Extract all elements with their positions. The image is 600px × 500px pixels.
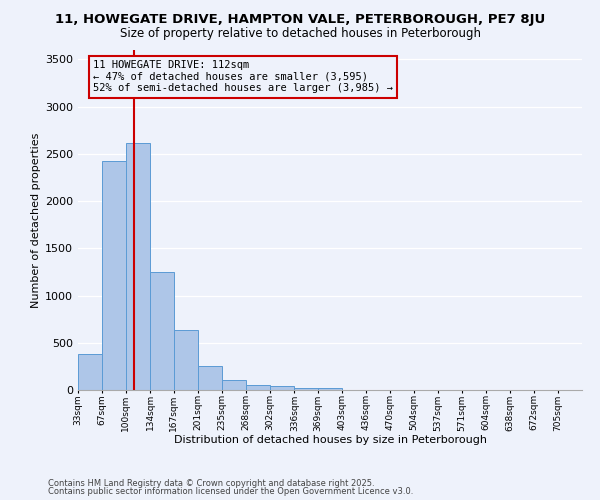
Bar [78, 354, 102, 390]
Bar [126, 142, 150, 390]
Bar [246, 385, 270, 390]
Y-axis label: Number of detached properties: Number of detached properties [31, 132, 41, 308]
Bar [222, 380, 247, 390]
Bar [318, 388, 342, 390]
Text: 11, HOWEGATE DRIVE, HAMPTON VALE, PETERBOROUGH, PE7 8JU: 11, HOWEGATE DRIVE, HAMPTON VALE, PETERB… [55, 12, 545, 26]
Bar [295, 388, 319, 390]
Bar [198, 366, 222, 390]
Text: Contains HM Land Registry data © Crown copyright and database right 2025.: Contains HM Land Registry data © Crown c… [48, 478, 374, 488]
Text: Size of property relative to detached houses in Peterborough: Size of property relative to detached ho… [119, 28, 481, 40]
Bar [150, 272, 175, 390]
Text: Contains public sector information licensed under the Open Government Licence v3: Contains public sector information licen… [48, 487, 413, 496]
Text: 11 HOWEGATE DRIVE: 112sqm
← 47% of detached houses are smaller (3,595)
52% of se: 11 HOWEGATE DRIVE: 112sqm ← 47% of detac… [93, 60, 393, 94]
Bar [270, 386, 295, 390]
Bar [173, 330, 198, 390]
X-axis label: Distribution of detached houses by size in Peterborough: Distribution of detached houses by size … [173, 434, 487, 444]
Bar [102, 162, 127, 390]
